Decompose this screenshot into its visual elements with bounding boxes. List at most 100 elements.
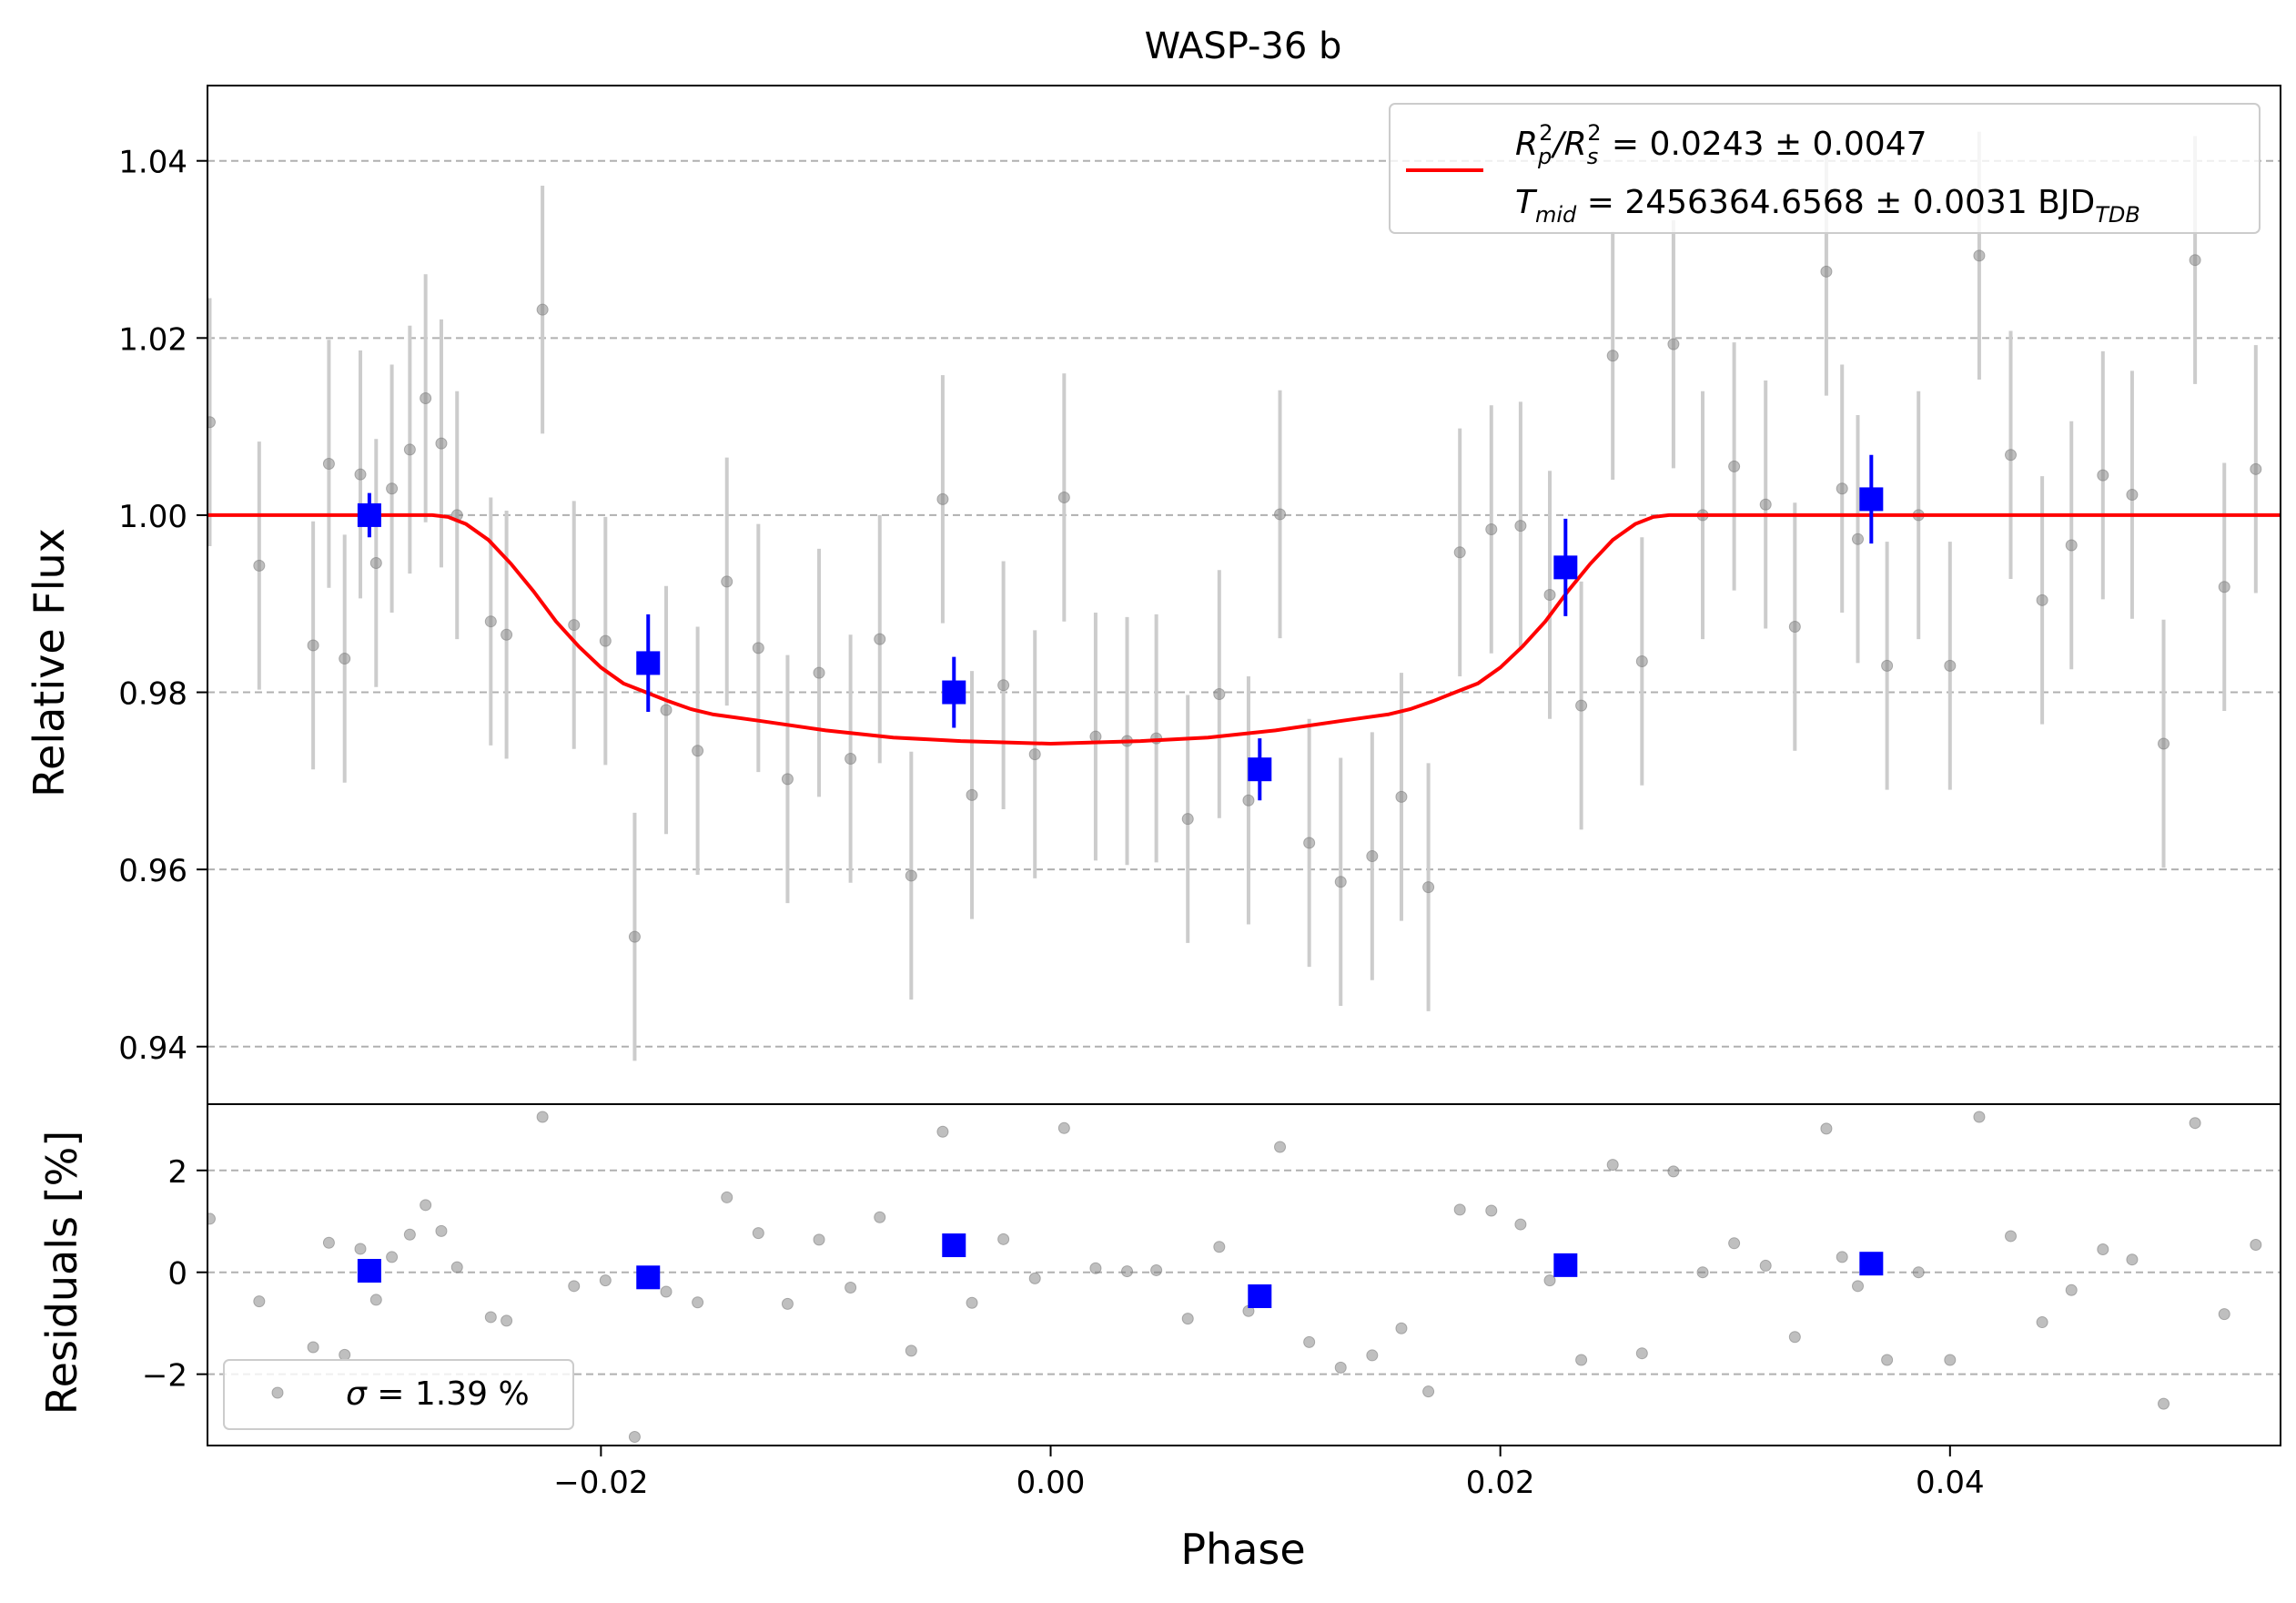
raw-point [1303,837,1316,849]
raw-residual-point [2250,1238,2262,1251]
raw-residual-point [692,1296,704,1309]
raw-point [2126,489,2139,502]
residuals-legend: σ = 1.39 % [223,1359,574,1430]
binned-point [1553,555,1578,580]
raw-residual-point [450,1261,463,1273]
raw-residual-point [1121,1265,1134,1278]
raw-point [369,556,382,569]
raw-point [354,468,367,481]
raw-point [1181,813,1194,826]
chart-title: WASP-36 b [1145,25,1342,67]
raw-residual-point [403,1228,416,1241]
raw-residual-point [322,1236,335,1249]
raw-residual-point [2189,1117,2201,1130]
raw-point [2005,449,2018,462]
raw-residual-point [1303,1335,1316,1348]
raw-point [1274,508,1287,521]
flux-legend-box [1389,103,2261,234]
raw-residual-point [781,1297,794,1310]
flux-gridlines [207,159,2281,1048]
raw-residual-point [420,1199,432,1212]
raw-point [1667,338,1680,350]
raw-residual-point [369,1294,382,1306]
flux-y-tick-label: 0.96 [118,853,187,889]
raw-point [1453,546,1466,559]
raw-point [403,443,416,456]
raw-point [1759,498,1772,511]
raw-point [1334,876,1347,888]
raw-residual-point [1759,1259,1772,1272]
top-y-axis-label: Relative Flux [25,528,74,797]
raw-point [2218,581,2230,594]
raw-point [628,930,641,943]
binned-residual-points [357,1233,1884,1309]
raw-point [322,457,335,470]
raw-residual-point [1852,1280,1865,1293]
raw-residual-point [1028,1272,1041,1284]
raw-residual-point [660,1285,673,1298]
raw-residual-point [1057,1121,1070,1134]
raw-point [435,437,448,450]
raw-residual-point [1395,1322,1408,1334]
raw-point [1485,522,1498,535]
raw-point [207,416,216,429]
raw-residual-point [752,1227,764,1240]
raw-residual-point [813,1233,825,1246]
raw-point [386,482,399,495]
raw-point [845,753,857,766]
flux-y-tick-label: 1.02 [118,321,187,358]
raw-point [660,704,673,716]
bottom-y-axis-label: Residuals [%] [37,1131,86,1415]
raw-point [813,666,825,679]
raw-residual-point [1836,1251,1848,1263]
raw-residual-point [1453,1203,1466,1216]
raw-point [1606,350,1619,362]
binned-residual-point [942,1233,966,1258]
flux-panel-frame [207,85,2281,1105]
raw-point [721,575,733,588]
raw-point [874,633,886,645]
raw-residual-point [1422,1385,1435,1398]
binned-point [942,680,966,705]
raw-residual-point [501,1314,513,1327]
raw-point [339,653,351,665]
raw-residual-point [354,1243,367,1255]
binned-point [1248,757,1272,782]
legend-sigma: σ = 1.39 % [346,1375,530,1413]
x-tick-label: 0.00 [1017,1465,1086,1501]
raw-residual-point [1543,1274,1556,1287]
raw-residual-point [1334,1361,1347,1374]
raw-point [1635,654,1648,667]
raw-point [1788,621,1801,634]
raw-error-bars [207,131,2258,1061]
raw-residual-point [1820,1122,1833,1135]
raw-residual-point [1881,1354,1894,1366]
residual-y-tick-label: −2 [142,1358,187,1395]
legend-residual-marker [271,1386,284,1399]
raw-residual-point [2005,1230,2018,1243]
raw-residual-point [1485,1204,1498,1217]
raw-residual-point [997,1233,1010,1245]
binned-residual-point [1859,1252,1884,1276]
raw-point [2250,462,2262,475]
flux-y-tick-label: 0.98 [118,676,187,713]
binned-residual-point [636,1265,661,1290]
raw-point [568,619,581,632]
raw-residual-point [1089,1262,1102,1274]
binned-point [1859,487,1884,512]
raw-point [1728,460,1741,472]
x-tick-label: −0.02 [553,1465,648,1501]
raw-point [1422,881,1435,894]
raw-points [207,249,2262,943]
raw-residual-point [253,1295,266,1308]
raw-residual-point [599,1274,612,1287]
legend-radius-ratio: Rp2/Rs2 = 0.0243 ± 0.0047 [1515,120,1927,169]
raw-point [1852,533,1865,545]
raw-residual-point [2097,1243,2109,1256]
residuals-panel: −2 0 2 −0.02 0.00 0.02 0.04 σ = 1.39 % [142,1103,2281,1501]
raw-point [997,679,1010,692]
residual-gridlines [207,1169,2281,1375]
raw-residual-point [307,1341,319,1354]
raw-point [1944,659,1957,672]
binned-point [357,502,381,527]
